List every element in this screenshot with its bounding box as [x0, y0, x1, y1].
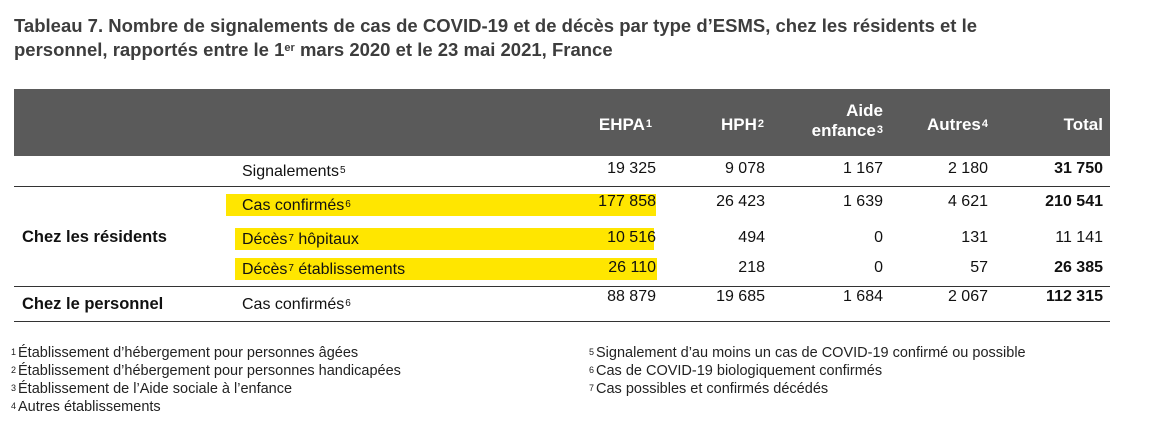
cell-total: 11 141 — [1055, 229, 1103, 246]
cell-hph: 218 — [738, 259, 765, 276]
cell-ehpa: 10 516 — [607, 229, 656, 246]
cell-ehpa: 88 879 — [607, 288, 656, 305]
rule-after-residents — [14, 286, 1110, 287]
footnote-7: 7 Cas possibles et confirmés décédés — [589, 381, 829, 397]
col-header-total: Total — [1063, 115, 1103, 134]
cell-ehpa: 26 110 — [608, 259, 656, 276]
row-label-deces-hopitaux: Décès7 hôpitaux — [242, 231, 359, 248]
cell-autres: 57 — [970, 259, 988, 276]
cell-total: 31 750 — [1054, 160, 1103, 177]
table-header: EHPA1 HPH2 Aide enfance3 Autres4 Total — [14, 89, 1110, 156]
row-label-deces-etablissements: Décès7 établissements — [242, 261, 406, 278]
cell-autres: 131 — [961, 229, 988, 246]
cell-total: 26 385 — [1054, 259, 1103, 276]
highlight-deces-etablissements — [235, 258, 657, 280]
col-header-aide-enfance: Aide enfance3 — [811, 101, 883, 140]
footnote-5: 5 Signalement d’au moins un cas de COVID-… — [589, 345, 1026, 361]
cell-ehpa: 177 858 — [598, 193, 656, 210]
cell-autres: 4 621 — [947, 193, 988, 210]
cell-autres: 2 067 — [947, 288, 988, 305]
rule-table-bottom — [14, 321, 1110, 322]
col-header-ehpa: EHPA1 — [598, 115, 652, 134]
row-label-cas-confirmes: Cas confirmés6 — [242, 197, 351, 214]
cell-total: 112 315 — [1046, 288, 1103, 305]
footnote-6: 6 Cas de COVID-19 biologiquement confirmé… — [589, 363, 883, 379]
rule-after-signalements — [14, 186, 1110, 187]
cell-hph: 9 078 — [724, 160, 765, 177]
footnote-2: 2 Établissement d’hébergement pour person… — [11, 363, 401, 379]
cell-hph: 26 423 — [716, 193, 765, 210]
group-label-residents: Chez les résidents — [22, 228, 167, 246]
cell-hph: 494 — [738, 229, 765, 246]
cell-aide: 0 — [874, 259, 883, 276]
cell-aide: 0 — [874, 229, 883, 246]
title-line-1: Tableau 7. Nombre de signalements de cas… — [14, 15, 978, 36]
highlight-cas-confirmes — [226, 194, 656, 216]
table-title: Tableau 7. Nombre de signalements de cas… — [14, 14, 1154, 62]
title-line-2: personnel, rapportés entre le 1er mars 2… — [14, 39, 613, 60]
cell-autres: 2 180 — [947, 160, 988, 177]
col-header-hph: HPH2 — [720, 115, 764, 134]
row-label-signalements: Signalements5 — [242, 163, 346, 180]
cell-aide: 1 167 — [842, 160, 883, 177]
cell-aide: 1 639 — [842, 193, 883, 210]
footnote-4: 4 Autres établissements — [11, 399, 161, 415]
cell-aide: 1 684 — [842, 288, 883, 305]
col-header-autres: Autres4 — [927, 115, 988, 134]
cell-total: 210 541 — [1045, 193, 1103, 210]
highlight-deces-hopitaux — [235, 228, 654, 250]
cell-ehpa: 19 325 — [607, 160, 656, 177]
group-label-personnel: Chez le personnel — [22, 295, 164, 313]
footnote-3: 3 Établissement de l’Aide sociale à l’enf… — [11, 381, 293, 397]
row-label-cas-confirmes-personnel: Cas confirmés6 — [242, 296, 351, 313]
cell-hph: 19 685 — [716, 288, 765, 305]
footnote-1: 1 Établissement d’hébergement pour person… — [11, 345, 359, 361]
